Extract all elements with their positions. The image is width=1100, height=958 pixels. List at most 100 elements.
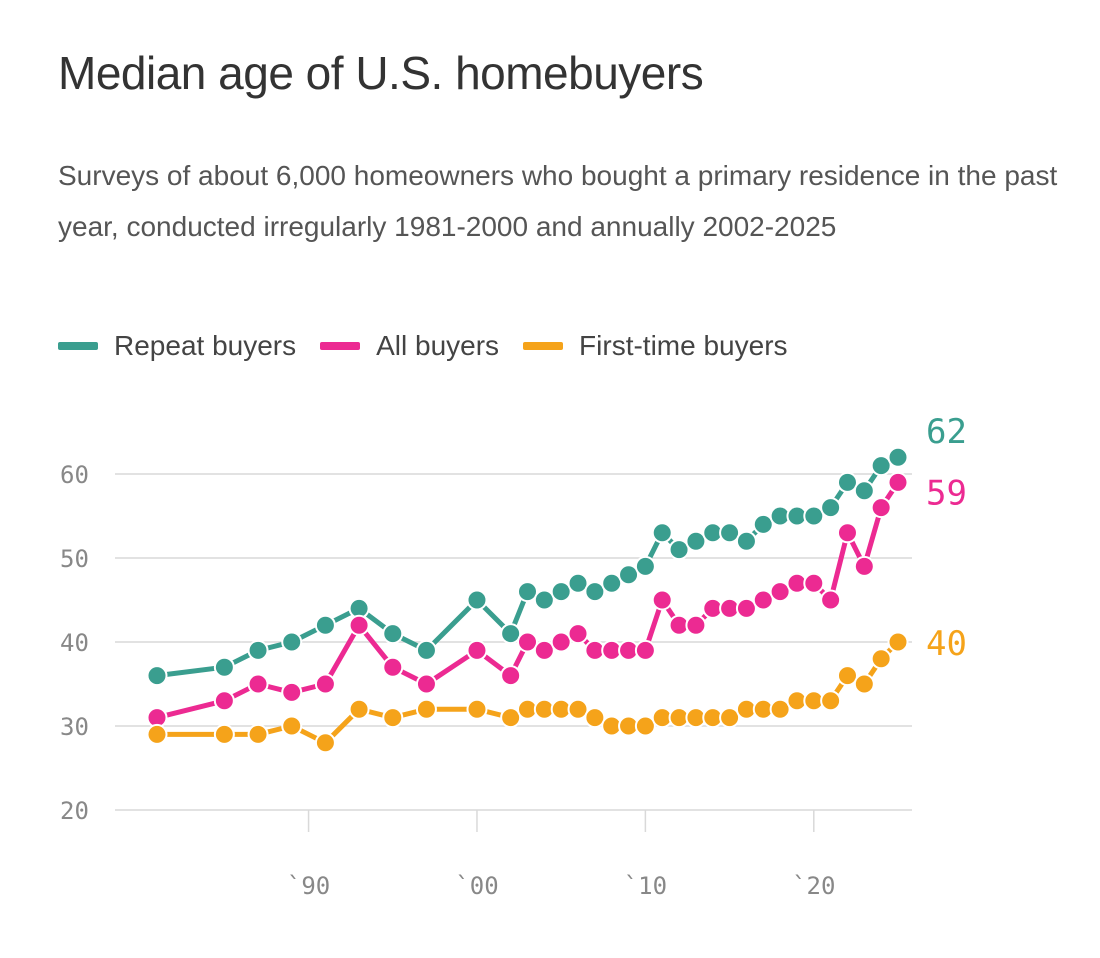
data-point-0-1981 (146, 665, 168, 687)
data-point-2-2025 (887, 631, 909, 653)
data-point-1-1989 (281, 681, 303, 703)
data-point-1-2023 (853, 555, 875, 577)
data-point-0-1989 (281, 631, 303, 653)
data-point-0-2007 (584, 581, 606, 603)
data-point-2-2021 (820, 690, 842, 712)
legend-item-first: First-time buyers (523, 330, 788, 362)
y-tick-label-50: 50 (60, 545, 89, 573)
data-point-0-1985 (213, 656, 235, 678)
data-point-0-2009 (618, 564, 640, 586)
data-point-1-1993 (348, 614, 370, 636)
data-point-2-1985 (213, 723, 235, 745)
data-point-0-2012 (668, 539, 690, 561)
data-point-0-2008 (601, 572, 623, 594)
data-point-0-2005 (550, 581, 572, 603)
data-point-1-2016 (735, 597, 757, 619)
y-tick-label-60: 60 (60, 461, 89, 489)
data-point-1-1997 (415, 673, 437, 695)
data-point-1-1985 (213, 690, 235, 712)
data-point-2-2022 (836, 665, 858, 687)
x-tick-label-2000: `00 (455, 872, 498, 900)
data-point-0-2017 (752, 513, 774, 535)
legend-item-repeat: Repeat buyers (58, 330, 296, 362)
data-point-0-2010 (634, 555, 656, 577)
data-point-0-2006 (567, 572, 589, 594)
data-point-2-2010 (634, 715, 656, 737)
data-point-2-1981 (146, 723, 168, 745)
legend: Repeat buyers All buyers First-time buye… (58, 330, 812, 362)
legend-swatch-repeat (58, 342, 98, 350)
data-point-1-2003 (517, 631, 538, 653)
data-point-1-1995 (382, 656, 404, 678)
data-point-2-2002 (500, 707, 522, 729)
x-tick-label-2010: `10 (624, 872, 667, 900)
data-point-0-2024 (870, 455, 892, 477)
end-label-series-0: 62 (926, 412, 967, 452)
data-point-1-2002 (500, 665, 522, 687)
data-point-2-2015 (719, 707, 741, 729)
legend-swatch-all (320, 342, 361, 350)
y-tick-label-20: 20 (60, 797, 89, 825)
chart-title: Median age of U.S. homebuyers (58, 47, 704, 99)
data-point-0-1997 (415, 639, 437, 661)
data-point-1-2020 (803, 572, 825, 594)
data-point-2-2023 (853, 673, 875, 695)
data-point-2-1995 (382, 707, 404, 729)
x-tick-label-2020: `20 (792, 872, 835, 900)
data-point-0-2004 (533, 589, 555, 611)
data-point-2-2007 (584, 707, 606, 729)
data-point-1-2004 (533, 639, 555, 661)
legend-item-all: All buyers (320, 330, 499, 362)
data-point-1-2017 (752, 589, 774, 611)
data-point-0-2020 (803, 505, 825, 527)
data-point-1-2006 (567, 623, 589, 645)
data-point-1-2024 (870, 497, 892, 519)
data-point-1-1991 (314, 673, 336, 695)
data-point-1-2005 (550, 631, 572, 653)
legend-label-all: All buyers (376, 330, 500, 361)
data-point-0-2016 (735, 530, 757, 552)
legend-label-first: First-time buyers (579, 330, 788, 361)
data-point-2-2006 (567, 698, 589, 720)
data-point-0-2023 (853, 480, 875, 502)
data-point-1-2022 (836, 522, 858, 544)
data-point-2-1993 (348, 698, 370, 720)
data-point-1-2000 (466, 639, 488, 661)
chart-subtitle: Surveys of about 6,000 homeowners who bo… (58, 160, 1058, 242)
data-point-2-1987 (247, 723, 269, 745)
data-point-0-2003 (517, 581, 538, 603)
end-label-series-2: 40 (926, 624, 967, 664)
data-point-2-2024 (870, 648, 892, 670)
data-point-0-2002 (500, 623, 522, 645)
data-point-0-2011 (651, 522, 673, 544)
data-point-2-1991 (314, 732, 336, 754)
y-tick-label-30: 30 (60, 713, 89, 741)
series-line-2 (154, 639, 901, 746)
data-point-1-2021 (820, 589, 842, 611)
data-point-2-2018 (769, 698, 791, 720)
legend-label-repeat: Repeat buyers (114, 330, 297, 361)
data-point-2-2000 (466, 698, 488, 720)
data-point-0-1995 (382, 623, 404, 645)
data-point-1-2025 (887, 471, 909, 493)
data-point-0-2022 (836, 471, 858, 493)
data-point-0-2025 (887, 446, 909, 468)
x-tick-label-1990: `90 (287, 872, 330, 900)
data-point-0-2013 (685, 530, 707, 552)
data-point-0-2015 (719, 522, 741, 544)
data-point-1-2010 (634, 639, 656, 661)
legend-swatch-first (523, 342, 564, 350)
data-point-0-1991 (314, 614, 336, 636)
data-point-1-2011 (651, 589, 673, 611)
data-point-1-2013 (685, 614, 707, 636)
data-point-0-2021 (820, 497, 842, 519)
y-tick-label-40: 40 (60, 629, 89, 657)
data-point-2-1989 (281, 715, 303, 737)
data-point-1-2018 (769, 581, 791, 603)
data-point-1-1987 (247, 673, 269, 695)
data-point-2-1997 (415, 698, 437, 720)
data-point-0-2000 (466, 589, 488, 611)
end-label-series-1: 59 (926, 473, 967, 513)
data-point-0-1987 (247, 639, 269, 661)
